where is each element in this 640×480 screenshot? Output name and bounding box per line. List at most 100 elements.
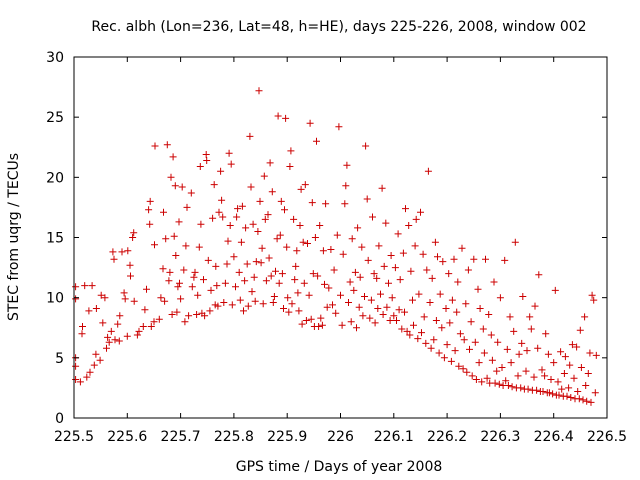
data-point <box>442 305 450 312</box>
data-point <box>558 385 566 393</box>
data-point <box>264 211 272 219</box>
data-point <box>370 270 378 278</box>
data-point <box>588 291 596 299</box>
data-point <box>111 336 119 344</box>
data-point <box>230 253 238 261</box>
data-point <box>561 353 569 361</box>
data-point <box>570 374 578 382</box>
data-point <box>514 372 522 380</box>
data-point <box>251 297 259 305</box>
data-point <box>494 338 502 346</box>
data-point <box>531 302 539 310</box>
data-point <box>99 319 107 327</box>
data-point <box>259 300 267 308</box>
data-point <box>385 279 392 287</box>
data-point <box>238 202 246 210</box>
data-point <box>435 349 443 357</box>
data-point <box>382 219 390 227</box>
data-point <box>281 206 288 214</box>
data-point <box>447 357 455 365</box>
data-point <box>307 315 315 323</box>
data-point <box>190 273 198 281</box>
data-point <box>193 311 201 318</box>
data-point <box>159 265 167 273</box>
data-point <box>88 282 96 290</box>
data-point <box>272 267 279 275</box>
data-point <box>448 296 456 304</box>
data-point <box>394 230 402 238</box>
data-point <box>545 389 553 397</box>
data-point <box>129 234 137 241</box>
data-point <box>430 336 438 344</box>
data-point <box>187 189 195 197</box>
data-point <box>79 323 86 330</box>
data-point <box>471 338 479 346</box>
data-point <box>163 141 171 149</box>
data-point <box>162 235 170 243</box>
data-point <box>363 195 371 203</box>
data-point <box>185 312 193 320</box>
data-point <box>426 299 434 306</box>
data-point <box>418 329 425 337</box>
data-point <box>576 326 584 334</box>
data-point <box>121 295 129 303</box>
data-point <box>123 332 131 340</box>
data-point <box>86 368 94 376</box>
data-point <box>116 312 124 320</box>
data-point <box>233 213 241 221</box>
x-tick-label: 226.2 <box>427 429 467 445</box>
data-point <box>265 254 273 262</box>
data-point <box>555 391 563 399</box>
plot-area <box>72 87 600 406</box>
x-tick-label: 225.9 <box>267 429 307 445</box>
data-point <box>395 306 403 314</box>
data-point <box>539 388 547 395</box>
data-point <box>333 231 341 239</box>
data-point <box>573 343 581 351</box>
data-point <box>542 330 550 338</box>
data-point <box>346 278 354 286</box>
data-point <box>294 289 302 297</box>
data-point <box>191 268 199 276</box>
data-point <box>359 312 367 320</box>
data-point <box>182 242 190 250</box>
x-axis-label: GPS time / Days of year 2008 <box>236 459 443 475</box>
data-point <box>246 132 254 140</box>
data-point <box>549 390 557 398</box>
data-point <box>530 373 538 381</box>
data-point <box>337 291 344 299</box>
data-point <box>560 370 568 377</box>
data-point <box>417 208 424 216</box>
data-point <box>393 317 400 324</box>
data-point <box>101 294 109 302</box>
data-point <box>212 262 220 270</box>
data-point <box>252 258 260 266</box>
data-point <box>410 321 417 329</box>
x-tick-label: 226.5 <box>587 429 627 445</box>
data-point <box>327 246 335 253</box>
data-point <box>301 181 309 189</box>
data-point <box>483 374 491 382</box>
data-point <box>299 238 307 246</box>
data-point <box>538 366 546 374</box>
data-point <box>298 320 306 328</box>
data-point <box>524 385 532 393</box>
data-point <box>321 280 328 288</box>
data-point <box>220 299 228 306</box>
data-point <box>240 307 247 315</box>
data-point <box>424 167 432 175</box>
data-point <box>375 242 383 250</box>
data-point <box>183 203 191 211</box>
data-point <box>422 339 430 347</box>
data-point <box>391 264 399 272</box>
data-point <box>339 250 347 258</box>
data-point <box>319 247 327 255</box>
data-point <box>399 249 407 257</box>
data-point <box>458 244 466 252</box>
data-point <box>242 224 250 232</box>
y-tick-label: 5 <box>55 351 64 367</box>
data-point <box>178 183 186 191</box>
data-point <box>414 335 422 343</box>
data-point <box>85 307 93 315</box>
data-point <box>491 379 499 387</box>
